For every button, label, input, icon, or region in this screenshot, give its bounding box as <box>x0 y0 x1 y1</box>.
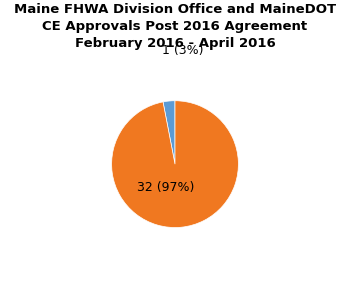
Text: 1 (3%): 1 (3%) <box>162 44 204 57</box>
Wedge shape <box>163 101 175 164</box>
Text: 32 (97%): 32 (97%) <box>137 181 194 194</box>
Wedge shape <box>112 101 238 228</box>
Text: Maine FHWA Division Office and MaineDOT
CE Approvals Post 2016 Agreement
Februar: Maine FHWA Division Office and MaineDOT … <box>14 3 336 50</box>
